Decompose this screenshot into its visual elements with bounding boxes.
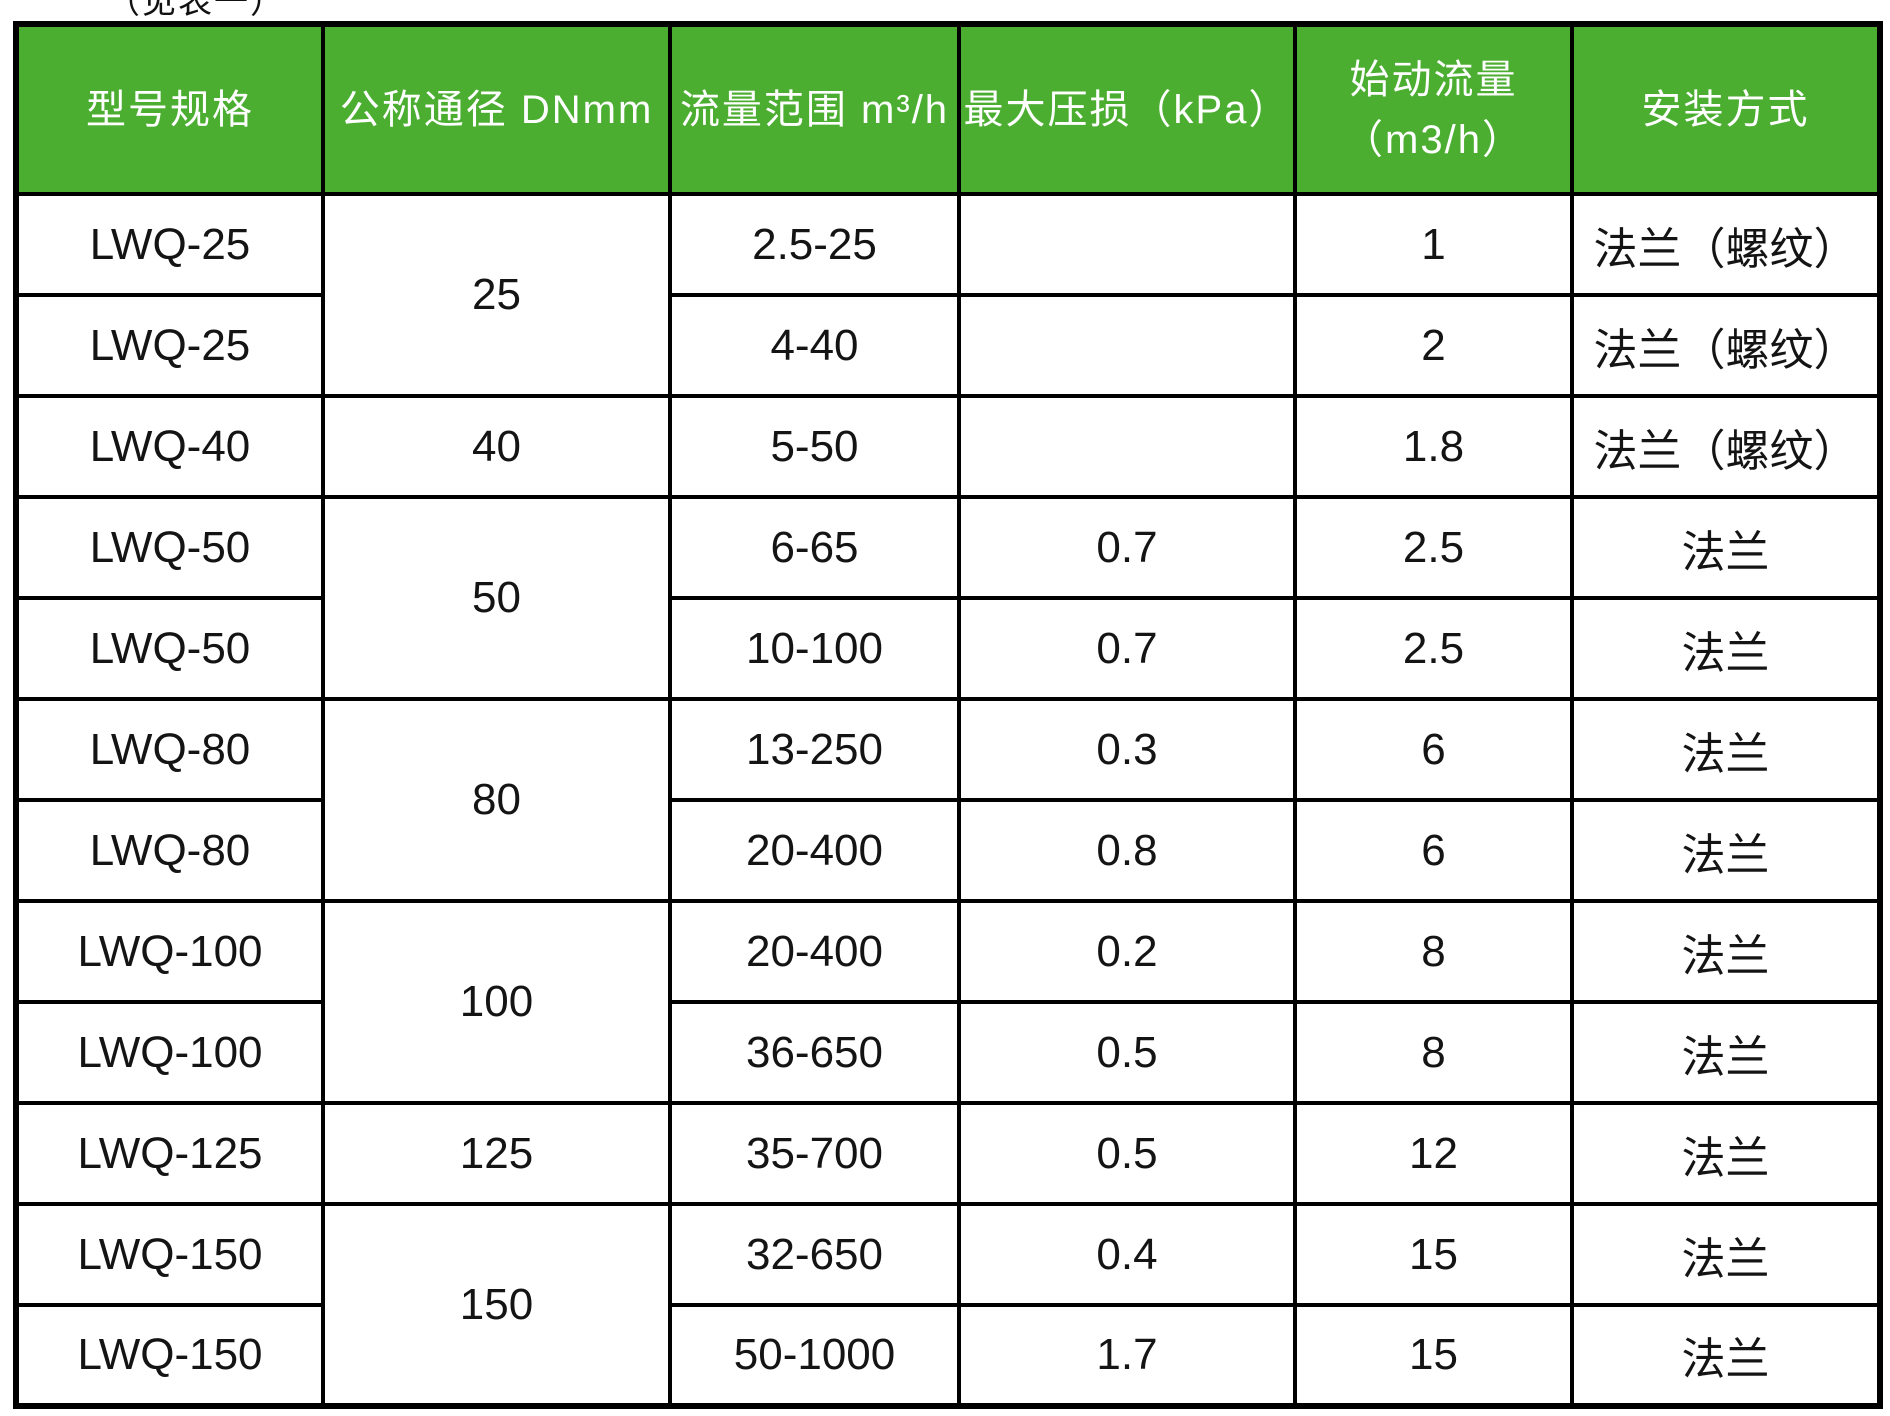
- column-header-label: 流量范围 m³/h: [679, 87, 950, 132]
- install-cell: 法兰: [1570, 697, 1882, 802]
- model-cell: LWQ-80: [14, 798, 325, 903]
- install-cell: 法兰: [1570, 1202, 1882, 1307]
- model-cell: LWQ-100: [14, 1000, 325, 1105]
- pressure-loss-cell: 0.7: [957, 596, 1297, 701]
- model-cell: LWQ-50: [14, 495, 325, 600]
- table-row: LWQ-50 10-100 0.7 2.5 法兰: [14, 596, 1882, 701]
- start-flow-cell: 8: [1293, 1000, 1574, 1105]
- flow-range-cell: 32-650: [668, 1202, 961, 1307]
- model-cell: LWQ-80: [14, 697, 325, 802]
- pressure-loss-cell: 0.8: [957, 798, 1297, 903]
- model-cell: LWQ-125: [14, 1101, 325, 1206]
- install-cell: 法兰（螺纹）: [1570, 192, 1882, 297]
- model-cell: LWQ-25: [14, 192, 325, 297]
- dn-cell: 125: [321, 1101, 672, 1206]
- pressure-loss-cell: [957, 394, 1297, 499]
- flow-range-cell: 13-250: [668, 697, 961, 802]
- column-header-label: 型号规格: [86, 87, 254, 132]
- start-flow-cell: 2: [1293, 293, 1574, 398]
- flow-range-cell: 50-1000: [668, 1303, 961, 1408]
- column-header-pressure-loss: 最大压损（kPa）: [957, 22, 1297, 196]
- column-header-label: 公称通径 DNmm: [339, 87, 654, 132]
- dn-cell: 50: [321, 495, 672, 701]
- table-row: LWQ-25 4-40 2 法兰（螺纹）: [14, 293, 1882, 398]
- flow-range-cell: 35-700: [668, 1101, 961, 1206]
- dn-cell: 25: [321, 192, 672, 398]
- table-row: LWQ-50 50 6-65 0.7 2.5 法兰: [14, 495, 1882, 701]
- dn-cell: 150: [321, 1202, 672, 1408]
- table-row: LWQ-25 25 2.5-25 1 法兰（螺纹）: [14, 192, 1882, 398]
- table-row: LWQ-150 150 32-650 0.4 15 法兰: [14, 1202, 1882, 1408]
- model-cell: LWQ-150: [14, 1303, 325, 1408]
- install-cell: 法兰: [1570, 1000, 1882, 1105]
- dn-cell: 80: [321, 697, 672, 903]
- dn-cell: 40: [321, 394, 672, 499]
- model-cell: LWQ-50: [14, 596, 325, 701]
- pressure-loss-cell: 0.3: [957, 697, 1297, 802]
- flow-range-cell: 10-100: [668, 596, 961, 701]
- install-cell: 法兰: [1570, 495, 1882, 600]
- model-cell: LWQ-40: [14, 394, 325, 499]
- model-cell: LWQ-100: [14, 899, 325, 1004]
- install-cell: 法兰: [1570, 596, 1882, 701]
- install-cell: 法兰（螺纹）: [1570, 394, 1882, 499]
- flow-range-cell: 20-400: [668, 798, 961, 903]
- start-flow-cell: 1: [1293, 192, 1574, 297]
- start-flow-cell: 2.5: [1293, 495, 1574, 600]
- table-row: LWQ-40 40 5-50 1.8 法兰（螺纹）: [14, 394, 1882, 499]
- column-header-sublabel: （m3/h）: [1343, 117, 1524, 162]
- pressure-loss-cell: 0.7: [957, 495, 1297, 600]
- install-cell: 法兰: [1570, 798, 1882, 903]
- table-row: LWQ-125 125 35-700 0.5 12 法兰: [14, 1101, 1882, 1206]
- header-row: 型号规格 公称通径 DNmm 流量范围 m³/h 最大压损（kPa） 始动流量 （m3/h…: [14, 22, 1882, 196]
- table-body: LWQ-25 25 2.5-25 1 法兰（螺纹） LWQ-25 4-40 2 法兰（螺纹） LW…: [14, 192, 1882, 1408]
- start-flow-cell: 6: [1293, 697, 1574, 802]
- flow-range-cell: 6-65: [668, 495, 961, 600]
- table-row: LWQ-100 36-650 0.5 8 法兰: [14, 1000, 1882, 1105]
- start-flow-cell: 15: [1293, 1202, 1574, 1307]
- start-flow-cell: 2.5: [1293, 596, 1574, 701]
- flow-range-cell: 36-650: [668, 1000, 961, 1105]
- table-row: LWQ-150 50-1000 1.7 15 法兰: [14, 1303, 1882, 1408]
- model-cell: LWQ-25: [14, 293, 325, 398]
- column-header-label: 最大压损（kPa）: [963, 87, 1291, 132]
- start-flow-cell: 1.8: [1293, 394, 1574, 499]
- install-cell: 法兰（螺纹）: [1570, 293, 1882, 398]
- table-row: LWQ-80 80 13-250 0.3 6 法兰: [14, 697, 1882, 903]
- pressure-loss-cell: 0.4: [957, 1202, 1297, 1307]
- pressure-loss-cell: 0.5: [957, 1000, 1297, 1105]
- start-flow-cell: 6: [1293, 798, 1574, 903]
- column-header-install: 安装方式: [1570, 22, 1882, 196]
- column-header-model: 型号规格: [14, 22, 325, 196]
- dn-cell: 100: [321, 899, 672, 1105]
- table-caption: （见表一）: [106, 0, 1890, 18]
- pressure-loss-cell: [957, 192, 1297, 297]
- column-header-label: 安装方式: [1641, 87, 1810, 132]
- pressure-loss-cell: [957, 293, 1297, 398]
- spec-table: 型号规格 公称通径 DNmm 流量范围 m³/h 最大压损（kPa） 始动流量 （m3/h…: [13, 21, 1883, 1409]
- column-header-start-flow: 始动流量 （m3/h）: [1293, 22, 1574, 196]
- pressure-loss-cell: 0.5: [957, 1101, 1297, 1206]
- column-header-flow-range: 流量范围 m³/h: [668, 22, 961, 196]
- install-cell: 法兰: [1570, 1101, 1882, 1206]
- flow-range-cell: 4-40: [668, 293, 961, 398]
- start-flow-cell: 12: [1293, 1101, 1574, 1206]
- column-header-label: 始动流量: [1349, 57, 1518, 102]
- flow-range-cell: 5-50: [668, 394, 961, 499]
- flow-range-cell: 2.5-25: [668, 192, 961, 297]
- pressure-loss-cell: 0.2: [957, 899, 1297, 1004]
- start-flow-cell: 8: [1293, 899, 1574, 1004]
- table-row: LWQ-80 20-400 0.8 6 法兰: [14, 798, 1882, 903]
- table-caption-text: （见表一）: [106, 0, 286, 18]
- flow-range-cell: 20-400: [668, 899, 961, 1004]
- table-row: LWQ-100 100 20-400 0.2 8 法兰: [14, 899, 1882, 1105]
- column-header-dn: 公称通径 DNmm: [321, 22, 672, 196]
- pressure-loss-cell: 1.7: [957, 1303, 1297, 1408]
- table-header: 型号规格 公称通径 DNmm 流量范围 m³/h 最大压损（kPa） 始动流量 （m3/h…: [14, 22, 1882, 196]
- model-cell: LWQ-150: [14, 1202, 325, 1307]
- install-cell: 法兰: [1570, 899, 1882, 1004]
- start-flow-cell: 15: [1293, 1303, 1574, 1408]
- install-cell: 法兰: [1570, 1303, 1882, 1408]
